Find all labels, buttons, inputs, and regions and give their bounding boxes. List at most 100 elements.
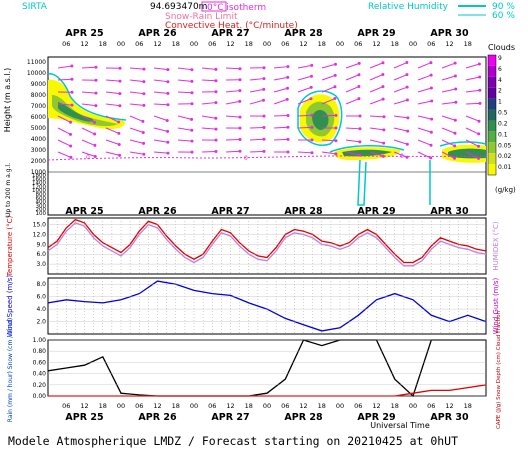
wind-vector-head <box>190 139 194 143</box>
wind-vector-head <box>141 131 145 135</box>
hour-tick-label: 18 <box>464 402 472 410</box>
wind-vector <box>129 67 144 70</box>
wind-vector-head <box>429 86 433 90</box>
wind-vector <box>393 86 408 93</box>
wind-vector-head <box>262 126 266 130</box>
hour-tick-label: 00 <box>117 402 125 410</box>
clouds-ytick-label-low: 600 <box>36 196 47 202</box>
wind-vector <box>153 139 168 143</box>
wind-vector <box>177 79 192 82</box>
day-labels-mid: APR 25 APR 26 APR 27 APR 28 APR 29 APR 30 <box>65 206 469 217</box>
wind-vector-head <box>93 155 97 159</box>
footer-caption: Modele Atmospherique LMDZ / Forecast sta… <box>8 434 458 448</box>
clouds-ytick-label-low: 300 <box>36 203 47 209</box>
hour-tick-label: 06 <box>208 40 216 48</box>
colorbar-tick-label: 4 <box>498 77 502 84</box>
wind-vector-head <box>117 143 121 147</box>
hour-tick-label: 12 <box>445 40 453 48</box>
wind-vector-head <box>333 62 337 66</box>
wind-vector <box>321 139 337 142</box>
wind-vector <box>417 115 432 120</box>
ytick-label: 2.0 <box>36 319 46 326</box>
wind-vector <box>201 102 216 105</box>
clouds-ytick-label: 6000 <box>31 114 46 121</box>
hour-tick-label: 06 <box>354 402 362 410</box>
wind-vector <box>273 87 288 93</box>
hour-tick-label: 18 <box>245 40 253 48</box>
isotherm-line <box>47 155 487 161</box>
wind-vector-head <box>214 127 218 131</box>
wind-vector <box>393 139 408 145</box>
colorbar-swatch <box>488 65 496 77</box>
day-label: APR 26 <box>138 28 177 39</box>
wind-vector <box>441 127 456 134</box>
colorbar-swatch <box>488 109 496 121</box>
wind-vector <box>81 115 95 123</box>
wind-vector-head <box>453 131 457 135</box>
wind-vector <box>441 115 456 121</box>
wind-vector-head <box>286 150 290 154</box>
wind-vector <box>441 151 455 159</box>
ytick-label: 0.00 <box>33 393 47 400</box>
wind-vector <box>345 139 360 143</box>
hour-tick-label: 18 <box>172 402 180 410</box>
wind-vector <box>81 151 96 157</box>
day-label: APR 29 <box>357 28 395 39</box>
wind-vector-head <box>429 61 433 65</box>
wind-vector <box>273 98 288 105</box>
wind-vector-head <box>68 132 72 136</box>
rh-legend: Relative Humidity <box>368 2 449 12</box>
wind-vector-head <box>334 139 338 143</box>
wind-vector-head <box>477 144 481 148</box>
clouds-ytick-label-low: 800 <box>36 192 47 198</box>
colorbar-title: Clouds <box>488 43 515 52</box>
rh-90-label: 90 % <box>492 2 515 12</box>
ytick-label: 0.40 <box>33 371 47 378</box>
hour-labels-bottom: 06 12 18 00 06 12 18 00 06 12 18 00 06 12 18 00 06 12 18 00… <box>62 402 472 410</box>
wind-vector <box>153 103 169 106</box>
wind-vector-head <box>238 115 242 119</box>
wind-vector-head <box>214 90 218 94</box>
hour-tick-label: 00 <box>336 40 344 48</box>
ytick-label: 1.00 <box>33 337 47 344</box>
wind-vector-head <box>94 91 98 95</box>
wind-vector-head <box>406 129 410 133</box>
wind-vector-head <box>69 144 73 148</box>
wind-vector-head <box>310 151 314 155</box>
wind-vector <box>201 79 217 82</box>
wind-vector-head <box>334 126 338 130</box>
wind-vector-head <box>142 80 146 84</box>
day-label: APR 26 <box>138 412 177 423</box>
wind-vector <box>129 151 144 155</box>
hour-tick-label: 06 <box>62 402 70 410</box>
wind-vector <box>105 91 120 95</box>
wind-vector <box>297 114 313 117</box>
hour-tick-label: 06 <box>281 40 289 48</box>
wind-vector <box>321 74 336 81</box>
wind-vector-head <box>142 92 146 96</box>
wind-vector <box>225 100 240 105</box>
rh-contour-2 <box>297 90 343 146</box>
wind-vector-head <box>262 87 266 91</box>
wind-vector <box>465 139 479 147</box>
clouds-ytick-label-low: 100 <box>36 211 47 217</box>
wind-vector-head <box>453 74 457 78</box>
wind-vector <box>177 91 193 94</box>
wind-vector-head <box>309 74 313 78</box>
hour-tick-label: 12 <box>226 40 234 48</box>
ytick-label: 0.20 <box>33 382 47 389</box>
day-label: APR 26 <box>138 206 177 217</box>
wind-vector <box>369 115 385 118</box>
hour-tick-label: 06 <box>354 40 362 48</box>
wind-vector <box>177 115 192 120</box>
wind-vector-head <box>429 130 433 134</box>
wind-vector <box>417 139 432 146</box>
colorbar-tick-label: 0.5 <box>498 110 508 117</box>
wind-vector-head <box>142 67 146 71</box>
colorbar-swatch <box>488 131 496 143</box>
wind-vector-head <box>357 97 361 101</box>
wind-vector-head <box>190 128 194 132</box>
wind-vector <box>465 102 481 105</box>
ytick-label: 6.0 <box>36 294 46 301</box>
ytick-label: 15.0 <box>33 222 47 229</box>
